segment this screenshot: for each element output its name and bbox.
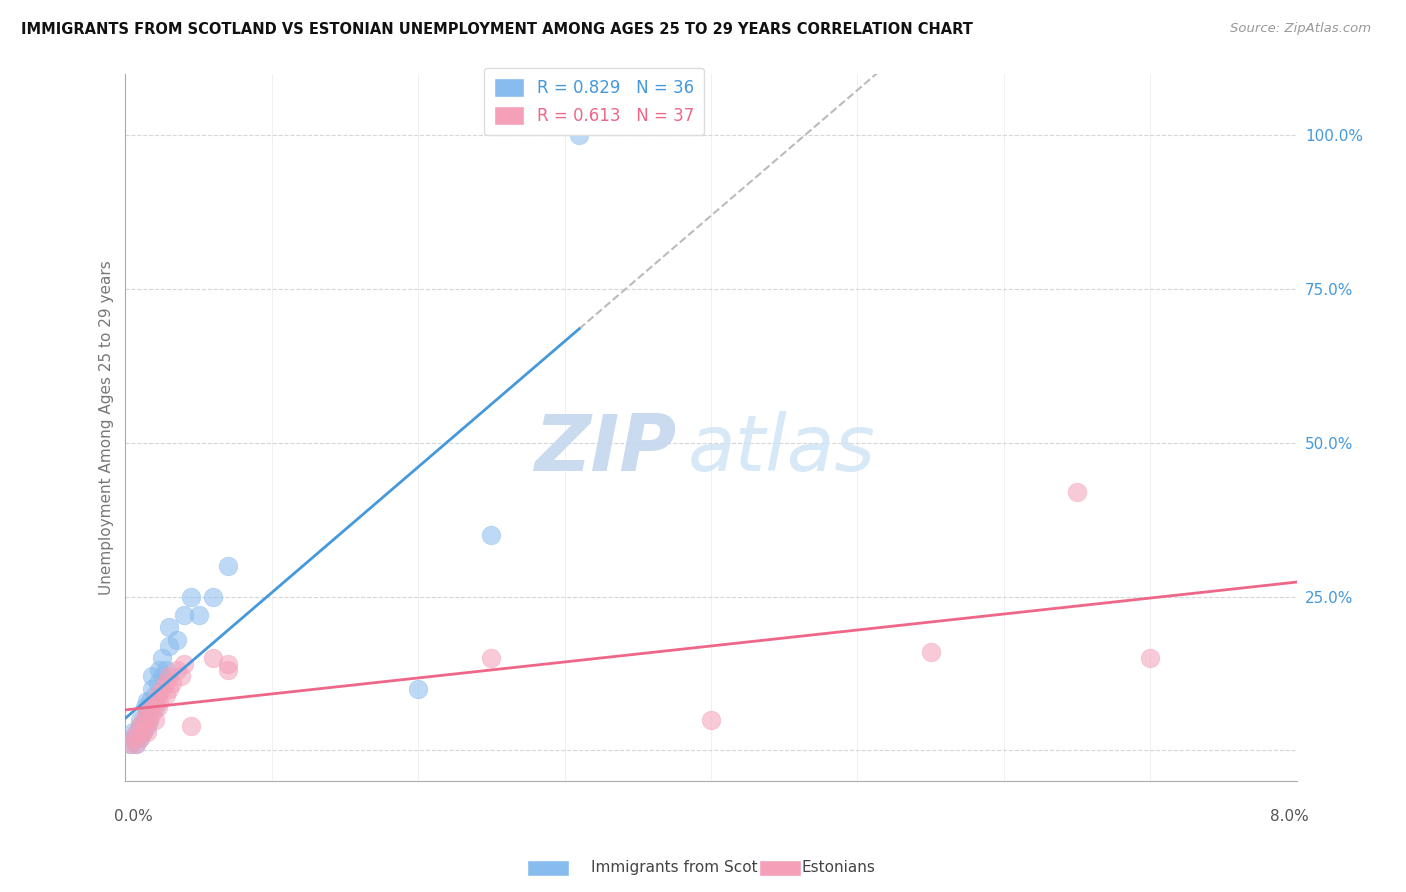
Point [136,724,159,739]
Point [700,713,723,727]
Point [217,663,239,677]
Point [138,713,160,727]
Point [202,590,225,604]
Point [920,645,942,659]
Point [129,731,152,745]
Text: Immigrants from Scotland: Immigrants from Scotland [591,860,790,874]
Point [143,713,166,727]
Point [155,675,177,690]
Text: Estonians: Estonians [801,860,876,874]
Point [187,607,209,622]
Point [173,607,195,622]
Point [150,651,173,665]
Text: Source: ZipAtlas.com: Source: ZipAtlas.com [1230,22,1371,36]
Point [166,632,188,647]
Text: ZIP: ZIP [534,410,676,487]
Point [136,706,159,721]
Point [150,669,173,683]
Point [481,528,503,542]
Point [202,651,225,665]
Point [180,590,202,604]
Point [132,724,155,739]
Point [141,706,163,721]
Point [139,694,162,708]
Point [127,724,149,739]
Point [157,669,180,683]
Point [406,681,429,696]
Y-axis label: Unemployment Among Ages 25 to 29 years: Unemployment Among Ages 25 to 29 years [100,260,114,595]
Point [132,724,155,739]
Text: 0.0%: 0.0% [114,809,152,824]
Point [121,724,143,739]
Legend: R = 0.829   N = 36, R = 0.613   N = 37: R = 0.829 N = 36, R = 0.613 N = 37 [484,68,704,135]
Point [162,675,184,690]
Point [129,713,152,727]
Point [143,694,166,708]
Point [217,657,239,672]
Point [129,719,152,733]
Point [125,737,148,751]
Point [136,706,159,721]
Point [129,731,152,745]
Point [146,688,169,702]
Point [118,737,141,751]
Point [143,700,166,714]
Point [146,675,169,690]
Point [157,639,180,653]
Point [134,713,156,727]
Point [127,724,149,739]
Point [136,694,159,708]
Point [150,681,173,696]
Point [155,663,177,677]
Point [121,731,143,745]
Point [125,737,148,751]
Point [166,663,188,677]
Point [121,731,143,745]
Point [217,558,239,573]
Point [136,719,159,733]
Text: 8.0%: 8.0% [1270,809,1308,824]
Text: atlas: atlas [688,410,876,487]
Point [170,669,193,683]
Point [129,719,152,733]
Point [180,719,202,733]
Point [155,688,177,702]
Point [146,700,169,714]
Text: IMMIGRANTS FROM SCOTLAND VS ESTONIAN UNEMPLOYMENT AMONG AGES 25 TO 29 YEARS CORR: IMMIGRANTS FROM SCOTLAND VS ESTONIAN UNE… [21,22,973,37]
Point [118,737,141,751]
Point [134,700,156,714]
Point [1066,485,1088,500]
Point [1139,651,1161,665]
Point [141,681,163,696]
Point [481,651,503,665]
Point [568,128,591,143]
Point [148,694,170,708]
Point [148,663,170,677]
Point [138,713,160,727]
Point [157,620,180,634]
Point [139,700,162,714]
Point [141,669,163,683]
Point [134,719,156,733]
Point [157,681,180,696]
Point [143,688,166,702]
Point [132,713,155,727]
Point [173,657,195,672]
